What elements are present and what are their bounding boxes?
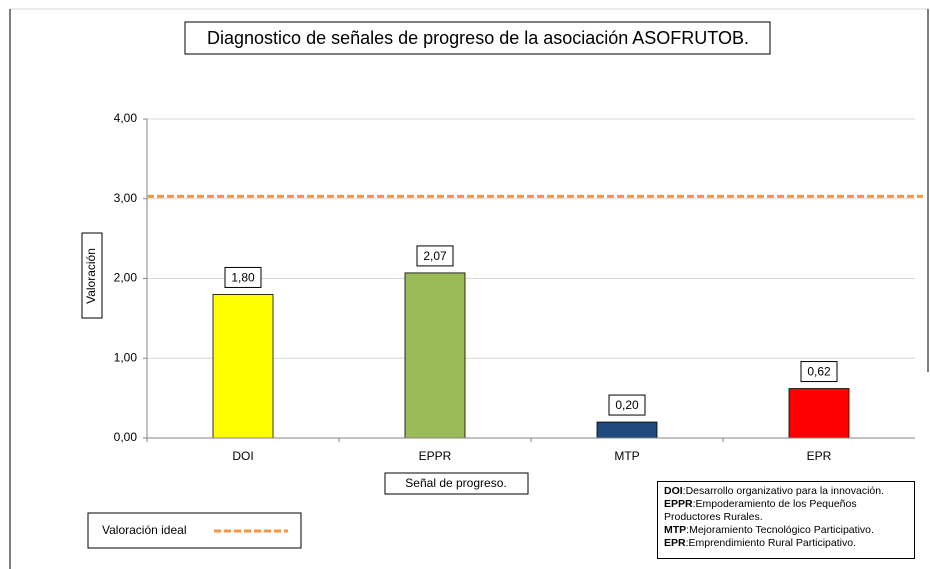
- value-label: 0,20: [615, 398, 639, 412]
- note-abbr: EPR: [664, 537, 686, 549]
- x-label-box: [384, 472, 529, 495]
- note-text: :Mejoramiento Tecnológico Participativo.: [686, 524, 874, 536]
- bar: [404, 272, 466, 439]
- note-text: :Emprendimiento Rural Participativo.: [685, 537, 856, 549]
- note: EPPR:Empoderamiento de los Pequeños Prod…: [664, 498, 908, 524]
- note-abbr: EPPR: [664, 498, 693, 510]
- x-tick-label: MTP: [614, 449, 639, 463]
- value-label: 2,07: [423, 249, 447, 263]
- x-tick-label: EPPR: [419, 449, 452, 463]
- bar: [788, 388, 850, 439]
- x-axis-label: Señal de progreso.: [405, 476, 506, 490]
- value-label: 1,80: [231, 271, 255, 285]
- y-tick-label: 1,00: [114, 350, 138, 364]
- title-box: [184, 21, 771, 55]
- y-tick-label: 0,00: [114, 430, 138, 444]
- value-label-box: [608, 394, 646, 416]
- x-tick-label: EPR: [807, 449, 832, 463]
- y-tick-label: 2,00: [114, 271, 138, 285]
- note-abbr: MTP: [664, 524, 687, 536]
- bar: [596, 421, 658, 439]
- value-label-box: [416, 245, 454, 267]
- bar: [212, 294, 274, 439]
- y-label-box: [81, 232, 103, 319]
- note-abbr: DOI: [664, 485, 683, 497]
- value-label-box: [224, 266, 262, 288]
- note-text: :Empoderamiento de los Pequeños Producto…: [664, 498, 857, 523]
- y-tick-label: 4,00: [114, 111, 138, 125]
- y-tick-label: 3,00: [114, 191, 138, 205]
- x-tick-label: DOI: [232, 449, 253, 463]
- y-axis-label: Valoración: [84, 248, 98, 304]
- note: DOI:Desarrollo organizativo para la inno…: [664, 485, 908, 498]
- note-text: :Desarrollo organizativo para la innovac…: [682, 485, 885, 497]
- note: MTP:Mejoramiento Tecnológico Participati…: [664, 524, 908, 537]
- chart-title: Diagnostico de señales de progreso de la…: [207, 28, 749, 48]
- notes-box: DOI:Desarrollo organizativo para la inno…: [657, 481, 915, 559]
- legend-label: Valoración ideal: [102, 523, 187, 537]
- value-label: 0,62: [807, 365, 831, 379]
- note: EPR:Emprendimiento Rural Participativo.: [664, 537, 908, 550]
- value-label-box: [800, 361, 838, 383]
